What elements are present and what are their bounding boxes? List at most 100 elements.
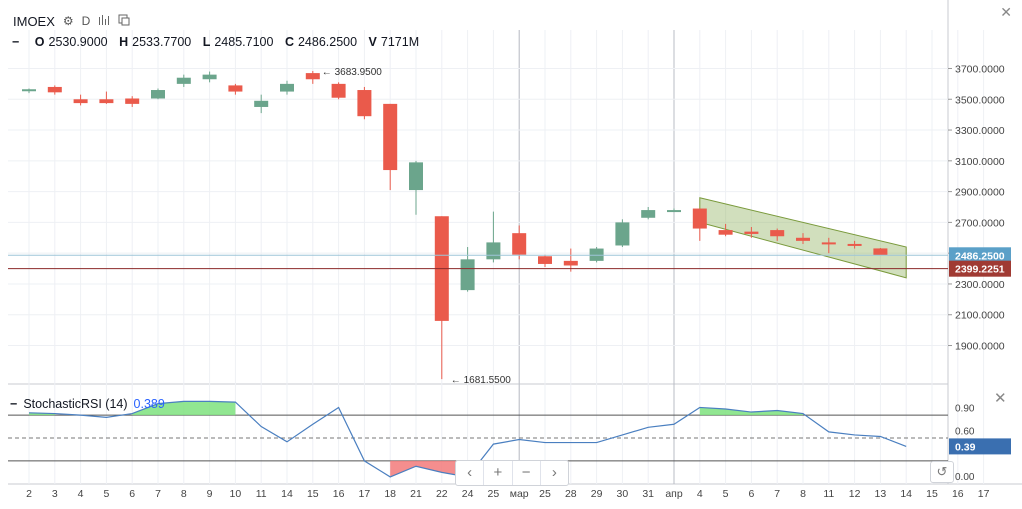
candle-body: [563, 260, 578, 266]
time-tick-label: 17: [978, 488, 990, 500]
volume-value: 7171M: [380, 35, 420, 49]
open-label: O: [34, 35, 45, 49]
time-tick-label: 2: [26, 488, 32, 500]
stochastic-rsi-pane: 0.90 0.60 0.00 0.39: [8, 400, 1011, 483]
interval-label[interactable]: D: [81, 14, 91, 28]
price-tick-label: 3300.0000: [955, 125, 1005, 137]
time-tick-label: 13: [875, 488, 887, 500]
navigation-buttons: ‹ + − ›: [455, 460, 569, 486]
time-tick-label: 16: [952, 488, 964, 500]
time-tick-label: 21: [410, 488, 422, 500]
price-tick-label: 2900.0000: [955, 187, 1005, 199]
time-tick-label: 4: [78, 488, 84, 500]
candle-body: [847, 243, 862, 246]
candle-body: [331, 83, 346, 98]
bars-style-icon[interactable]: [98, 14, 110, 29]
time-axis[interactable]: 2 3 4 5 6 7 8 9 10 11 14 15 16 17 18 21 22 24 25 мар 25 28 29 3…: [26, 488, 990, 500]
time-tick-label: 31: [642, 488, 654, 500]
time-tick-label: 28: [565, 488, 577, 500]
candle-body: [202, 74, 217, 80]
indicator-tick-label: 0.00: [955, 472, 975, 483]
time-tick-label: мар: [510, 488, 529, 500]
time-tick-label: 22: [436, 488, 448, 500]
zoom-in-button[interactable]: +: [484, 461, 513, 485]
price-label-text: 2399.2251: [955, 264, 1005, 276]
symbol-label[interactable]: IMOEX: [13, 13, 55, 29]
price-tick-label: 3500.0000: [955, 94, 1005, 106]
overbought-fill: [132, 401, 236, 416]
reset-chart-icon[interactable]: ↺: [930, 461, 954, 483]
candle-body: [821, 242, 836, 245]
low-label: L: [202, 35, 211, 49]
time-tick-label: 30: [617, 488, 629, 500]
header-toolbar: IMOEX ⚙ D: [0, 10, 130, 32]
indicator-value: 0.389: [133, 397, 165, 411]
candle-body: [22, 89, 36, 92]
candle-body: [538, 256, 552, 264]
gear-icon[interactable]: ⚙: [62, 14, 74, 28]
volume-label: V: [368, 35, 377, 49]
candle-body: [99, 99, 114, 104]
high-value: 2533.7700: [132, 35, 192, 49]
candle-body: [744, 231, 759, 234]
candle-body: [873, 248, 888, 256]
indicator-close-icon[interactable]: ✕: [994, 390, 1007, 407]
price-label-box: [949, 247, 1011, 264]
candle-body: [692, 208, 707, 229]
price-label-box: [949, 260, 1011, 277]
time-tick-label: 6: [748, 488, 754, 500]
candle-body: [667, 210, 681, 213]
extreme-price-annotation: ← 1681.5500: [451, 375, 511, 386]
high-label: H: [119, 35, 129, 49]
close-icon[interactable]: ✕: [1000, 4, 1012, 20]
time-tick-label: 24: [462, 488, 474, 500]
candle-body: [486, 242, 501, 260]
candle-body: [73, 99, 88, 104]
candle-body: [512, 233, 527, 255]
scroll-left-button[interactable]: ‹: [456, 461, 485, 485]
time-tick-label: 10: [230, 488, 242, 500]
time-tick-label: 8: [800, 488, 806, 500]
time-tick-label: 15: [307, 488, 319, 500]
indicator-value-text: 0.39: [955, 441, 976, 453]
extreme-price-annotation: ← 3683.9500: [322, 67, 382, 78]
time-tick-label: 15: [926, 488, 938, 500]
time-tick-label: 11: [823, 488, 834, 500]
time-tick-label: 4: [697, 488, 703, 500]
price-tick-label: 2300.0000: [955, 279, 1005, 291]
time-tick-label: 6: [129, 488, 135, 500]
time-tick-label: 3: [52, 488, 58, 500]
time-tick-label: 29: [591, 488, 603, 500]
open-value: 2530.9000: [48, 35, 108, 49]
price-label-text: 2486.2500: [955, 250, 1005, 262]
time-tick-label: 16: [333, 488, 345, 500]
indicator-toggle[interactable]: −: [10, 397, 18, 411]
indicator-legend: − StochasticRSI (14) 0.389: [10, 397, 165, 411]
legend-toggle[interactable]: −: [12, 35, 20, 49]
candle-body: [460, 259, 475, 291]
candles: [22, 70, 888, 380]
low-value: 2485.7100: [214, 35, 274, 49]
time-tick-label: 17: [359, 488, 371, 500]
time-tick-label: апр: [665, 488, 683, 500]
time-tick-label: 14: [281, 488, 293, 500]
time-tick-label: 12: [849, 488, 861, 500]
time-tick-label: 5: [723, 488, 729, 500]
candle-body: [228, 85, 243, 92]
indicator-name: StochasticRSI (14): [23, 397, 128, 411]
indicator-tick-label: 0.90: [955, 403, 975, 414]
candle-body: [718, 230, 733, 235]
scroll-right-button[interactable]: ›: [551, 464, 557, 481]
close-value: 2486.2500: [297, 35, 358, 49]
candle-body: [409, 162, 423, 191]
compare-icon[interactable]: [118, 14, 130, 29]
zoom-out-button[interactable]: −: [513, 461, 541, 485]
price-axis[interactable]: 1900.00002100.00002300.00002500.00002700…: [948, 63, 1011, 353]
price-lines: [8, 254, 948, 270]
candle-body: [176, 77, 191, 84]
time-tick-label: 8: [181, 488, 187, 500]
price-tick-label: 1900.0000: [955, 341, 1005, 353]
indicator-tick-label: 0.60: [955, 426, 975, 437]
price-tick-label: 2100.0000: [955, 310, 1005, 322]
